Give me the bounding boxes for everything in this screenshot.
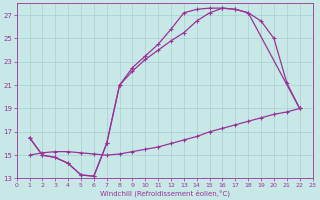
X-axis label: Windchill (Refroidissement éolien,°C): Windchill (Refroidissement éolien,°C) — [100, 189, 229, 197]
